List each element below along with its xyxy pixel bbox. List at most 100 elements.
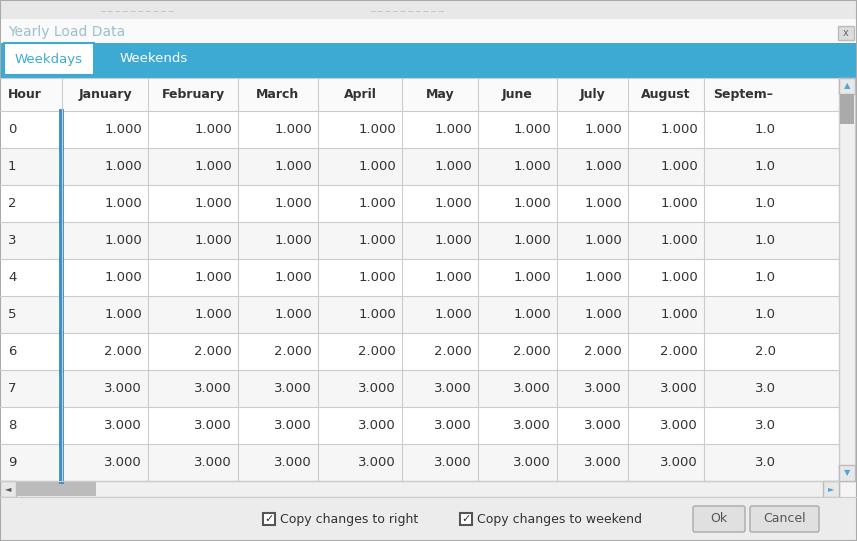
- Text: 3.000: 3.000: [584, 382, 622, 395]
- FancyBboxPatch shape: [0, 0, 857, 21]
- FancyBboxPatch shape: [4, 43, 94, 75]
- Text: April: April: [344, 88, 376, 101]
- FancyBboxPatch shape: [0, 222, 839, 259]
- Text: 2.000: 2.000: [358, 345, 396, 358]
- Text: Septem–: Septem–: [713, 88, 773, 101]
- Text: ►: ►: [828, 485, 834, 493]
- Text: 8: 8: [8, 419, 16, 432]
- Text: Cancel: Cancel: [764, 512, 806, 525]
- Text: 1.000: 1.000: [195, 123, 232, 136]
- Text: 3.000: 3.000: [584, 456, 622, 469]
- FancyBboxPatch shape: [750, 506, 819, 532]
- Text: 2.0: 2.0: [755, 345, 776, 358]
- Text: 1.000: 1.000: [584, 123, 622, 136]
- Text: x: x: [843, 28, 849, 38]
- Text: 1.000: 1.000: [274, 123, 312, 136]
- Text: 1.000: 1.000: [358, 308, 396, 321]
- Text: 1.000: 1.000: [358, 123, 396, 136]
- Text: 1.000: 1.000: [105, 197, 142, 210]
- Text: 1.0: 1.0: [755, 271, 776, 284]
- Text: 1.0: 1.0: [755, 123, 776, 136]
- Text: 1.000: 1.000: [513, 234, 551, 247]
- Text: Ok: Ok: [710, 512, 728, 525]
- Text: February: February: [161, 88, 225, 101]
- FancyBboxPatch shape: [839, 78, 855, 94]
- FancyBboxPatch shape: [840, 94, 854, 124]
- Text: 2.000: 2.000: [660, 345, 698, 358]
- Text: 1.000: 1.000: [584, 197, 622, 210]
- Text: 1.000: 1.000: [105, 234, 142, 247]
- FancyBboxPatch shape: [839, 465, 855, 481]
- Text: 1.0: 1.0: [755, 234, 776, 247]
- FancyBboxPatch shape: [0, 370, 839, 407]
- Text: 1.000: 1.000: [660, 234, 698, 247]
- Text: 2.000: 2.000: [434, 345, 472, 358]
- Text: May: May: [426, 88, 454, 101]
- Text: 1.000: 1.000: [195, 197, 232, 210]
- Text: 1.000: 1.000: [513, 160, 551, 173]
- Text: January: January: [78, 88, 132, 101]
- Text: Yearly Load Data: Yearly Load Data: [8, 25, 125, 39]
- FancyBboxPatch shape: [839, 78, 855, 481]
- Text: March: March: [256, 88, 300, 101]
- Text: 7: 7: [8, 382, 16, 395]
- Text: Weekdays: Weekdays: [15, 52, 83, 65]
- FancyBboxPatch shape: [16, 482, 96, 496]
- Text: August: August: [641, 88, 691, 101]
- Text: 1.000: 1.000: [195, 160, 232, 173]
- Text: 1.000: 1.000: [105, 160, 142, 173]
- Text: 3.000: 3.000: [358, 456, 396, 469]
- FancyBboxPatch shape: [0, 333, 839, 370]
- Text: 1.000: 1.000: [358, 160, 396, 173]
- Text: 1.000: 1.000: [660, 197, 698, 210]
- Text: 3.000: 3.000: [513, 382, 551, 395]
- Text: 2.000: 2.000: [195, 345, 232, 358]
- Text: 3.000: 3.000: [660, 382, 698, 395]
- Text: 3.000: 3.000: [660, 419, 698, 432]
- Text: 3.000: 3.000: [274, 456, 312, 469]
- FancyBboxPatch shape: [0, 19, 857, 43]
- Text: 1.0: 1.0: [755, 308, 776, 321]
- Text: 3.000: 3.000: [195, 456, 232, 469]
- Text: Weekends: Weekends: [120, 52, 189, 65]
- Text: 1.000: 1.000: [434, 197, 472, 210]
- FancyBboxPatch shape: [0, 78, 839, 111]
- Text: 1.000: 1.000: [584, 271, 622, 284]
- Text: 3.000: 3.000: [358, 382, 396, 395]
- Text: 1.000: 1.000: [358, 197, 396, 210]
- FancyBboxPatch shape: [460, 513, 472, 525]
- Text: ─ ─ ─ ─ ─ ─ ─ ─ ─ ─: ─ ─ ─ ─ ─ ─ ─ ─ ─ ─: [370, 6, 444, 16]
- Text: Copy changes to weekend: Copy changes to weekend: [477, 512, 642, 525]
- Text: 1.000: 1.000: [105, 271, 142, 284]
- Text: 3.000: 3.000: [274, 419, 312, 432]
- FancyBboxPatch shape: [0, 111, 839, 148]
- Text: July: July: [579, 88, 605, 101]
- Text: 3.000: 3.000: [513, 456, 551, 469]
- FancyBboxPatch shape: [263, 513, 275, 525]
- Text: 3.000: 3.000: [434, 419, 472, 432]
- Text: 3.000: 3.000: [434, 456, 472, 469]
- Text: 3.000: 3.000: [513, 419, 551, 432]
- Text: ─ ─ ─ ─ ─ ─ ─ ─ ─ ─: ─ ─ ─ ─ ─ ─ ─ ─ ─ ─: [100, 6, 174, 16]
- Text: 3: 3: [8, 234, 16, 247]
- FancyBboxPatch shape: [0, 296, 839, 333]
- Text: ▲: ▲: [844, 82, 850, 90]
- Text: 1: 1: [8, 160, 16, 173]
- FancyBboxPatch shape: [0, 407, 839, 444]
- Text: 1.000: 1.000: [195, 234, 232, 247]
- FancyBboxPatch shape: [0, 148, 839, 185]
- Text: 3.000: 3.000: [660, 456, 698, 469]
- Text: 3.000: 3.000: [434, 382, 472, 395]
- Text: ▼: ▼: [844, 469, 850, 478]
- Text: 3.000: 3.000: [105, 456, 142, 469]
- Text: 3.0: 3.0: [755, 382, 776, 395]
- FancyBboxPatch shape: [0, 497, 857, 541]
- Text: June: June: [502, 88, 533, 101]
- FancyBboxPatch shape: [0, 481, 839, 497]
- Text: 1.000: 1.000: [434, 160, 472, 173]
- Text: 1.000: 1.000: [358, 271, 396, 284]
- Text: 1.000: 1.000: [434, 234, 472, 247]
- Text: 1.000: 1.000: [195, 271, 232, 284]
- Text: 6: 6: [8, 345, 16, 358]
- Text: 1.000: 1.000: [274, 308, 312, 321]
